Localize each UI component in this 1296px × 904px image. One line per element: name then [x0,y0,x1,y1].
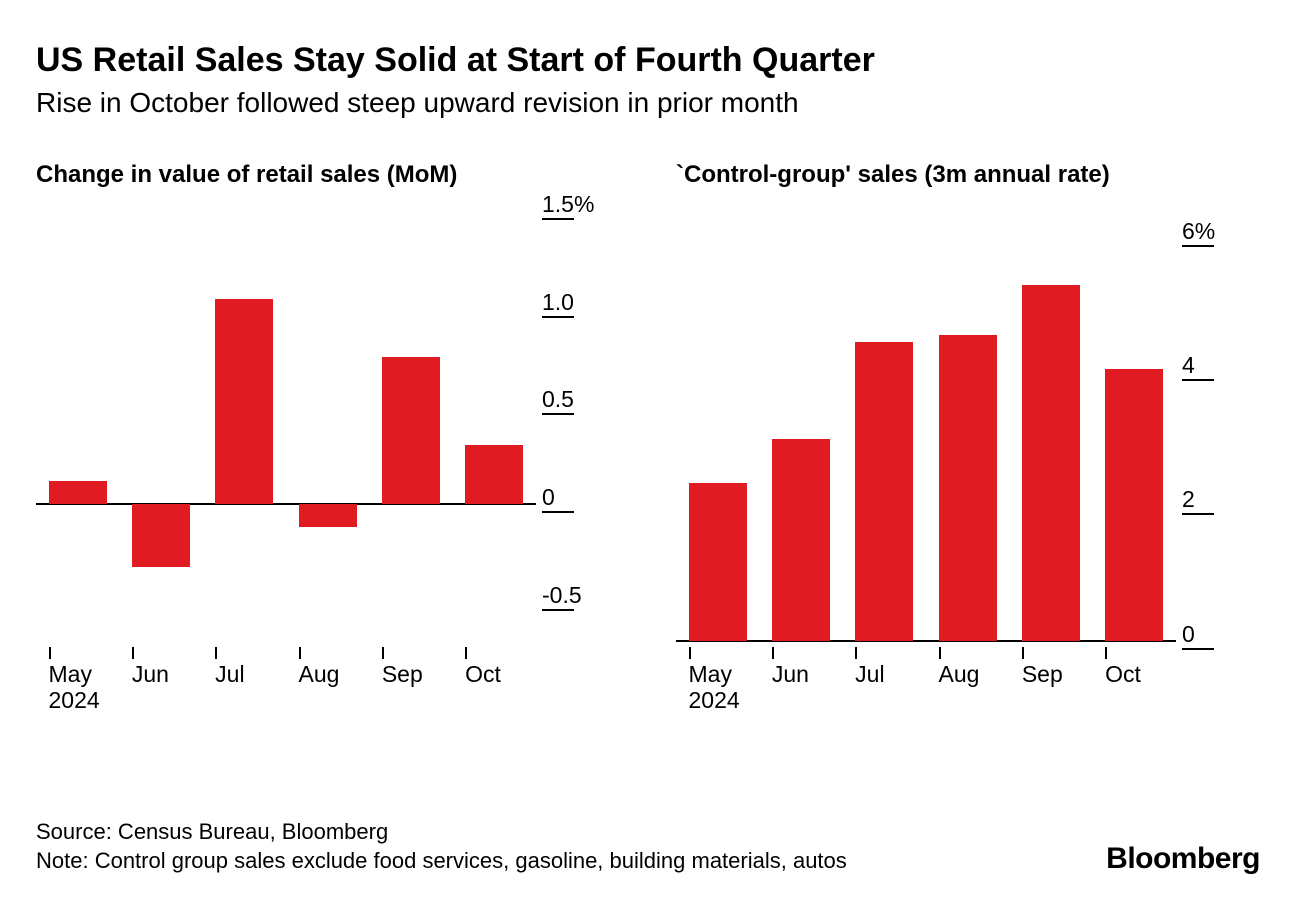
brand-wordmark: Bloomberg [1106,842,1260,876]
xtick-label: Oct [1105,661,1205,687]
ytick-label: 2 [1182,488,1260,511]
baseline [36,503,536,505]
bar [855,342,913,641]
xtick: Oct [465,647,565,687]
xtick-mark [855,647,857,659]
plot-control [676,211,1176,641]
chart-area-mom: 1.5%1.00.50-0.5 [36,211,620,641]
xtick-mark [772,647,774,659]
panel-title-control: `Control-group' sales (3m annual rate) [676,161,1260,189]
panel-title-mom: Change in value of retail sales (MoM) [36,161,620,189]
ytick-label: 4 [1182,354,1260,377]
ytick-mark [542,218,574,220]
ytick-label: 0 [542,486,620,509]
bar [939,335,997,641]
yaxis-control: 6%420 [1182,211,1260,641]
charts-row: Change in value of retail sales (MoM) 1.… [36,161,1260,727]
panel-mom: Change in value of retail sales (MoM) 1.… [36,161,620,727]
bar [132,504,190,567]
ytick-mark [542,316,574,318]
ytick-label: 0.5 [542,388,620,411]
bar [1105,369,1163,641]
ytick-mark [542,511,574,513]
footer-source: Source: Census Bureau, Bloomberg [36,817,847,847]
chart-area-control: 6%420 [676,211,1260,641]
xtick-mark [132,647,134,659]
xtick-mark [299,647,301,659]
ytick-mark [1182,245,1214,247]
ytick-mark [542,609,574,611]
ytick-mark [1182,379,1214,381]
baseline [676,640,1176,642]
xtick-mark [1022,647,1024,659]
bar [772,439,830,641]
xtick-label: Oct [465,661,565,687]
page-subtitle: Rise in October followed steep upward re… [36,87,1260,119]
panel-control: `Control-group' sales (3m annual rate) 6… [676,161,1260,727]
plot-mom [36,211,536,641]
xtick-mark [1105,647,1107,659]
ytick-label: 6% [1182,220,1260,243]
bar [299,504,357,527]
bar [689,483,747,641]
bar [465,445,523,504]
xaxis-mom: May 2024JunJulAugSepOct [36,647,536,727]
ytick-label: 0 [1182,623,1260,646]
ytick-mark [542,413,574,415]
ytick: 0 [1182,623,1260,650]
ytick: 2 [1182,488,1260,515]
bar [49,481,107,504]
xtick-mark [939,647,941,659]
xtick: Oct [1105,647,1205,687]
footer: Source: Census Bureau, Bloomberg Note: C… [36,817,1260,876]
xtick-mark [689,647,691,659]
footer-text: Source: Census Bureau, Bloomberg Note: C… [36,817,847,876]
xtick-mark [215,647,217,659]
ytick: 6% [1182,220,1260,247]
ytick-mark [1182,513,1214,515]
ytick: 1.5% [542,193,620,220]
bar [1022,285,1080,641]
xaxis-control: May 2024JunJulAugSepOct [676,647,1176,727]
ytick-label: -0.5 [542,584,620,607]
page-title: US Retail Sales Stay Solid at Start of F… [36,40,1260,81]
ytick-label: 1.0 [542,291,620,314]
xtick-mark [382,647,384,659]
ytick: -0.5 [542,584,620,611]
bar [215,299,273,504]
ytick: 0 [542,486,620,513]
ytick-label: 1.5% [542,193,620,216]
xtick-mark [465,647,467,659]
bar [382,357,440,504]
ytick: 1.0 [542,291,620,318]
yaxis-mom: 1.5%1.00.50-0.5 [542,211,620,641]
xtick-mark [49,647,51,659]
ytick: 0.5 [542,388,620,415]
page-root: US Retail Sales Stay Solid at Start of F… [0,0,1296,904]
ytick: 4 [1182,354,1260,381]
footer-note: Note: Control group sales exclude food s… [36,846,847,876]
